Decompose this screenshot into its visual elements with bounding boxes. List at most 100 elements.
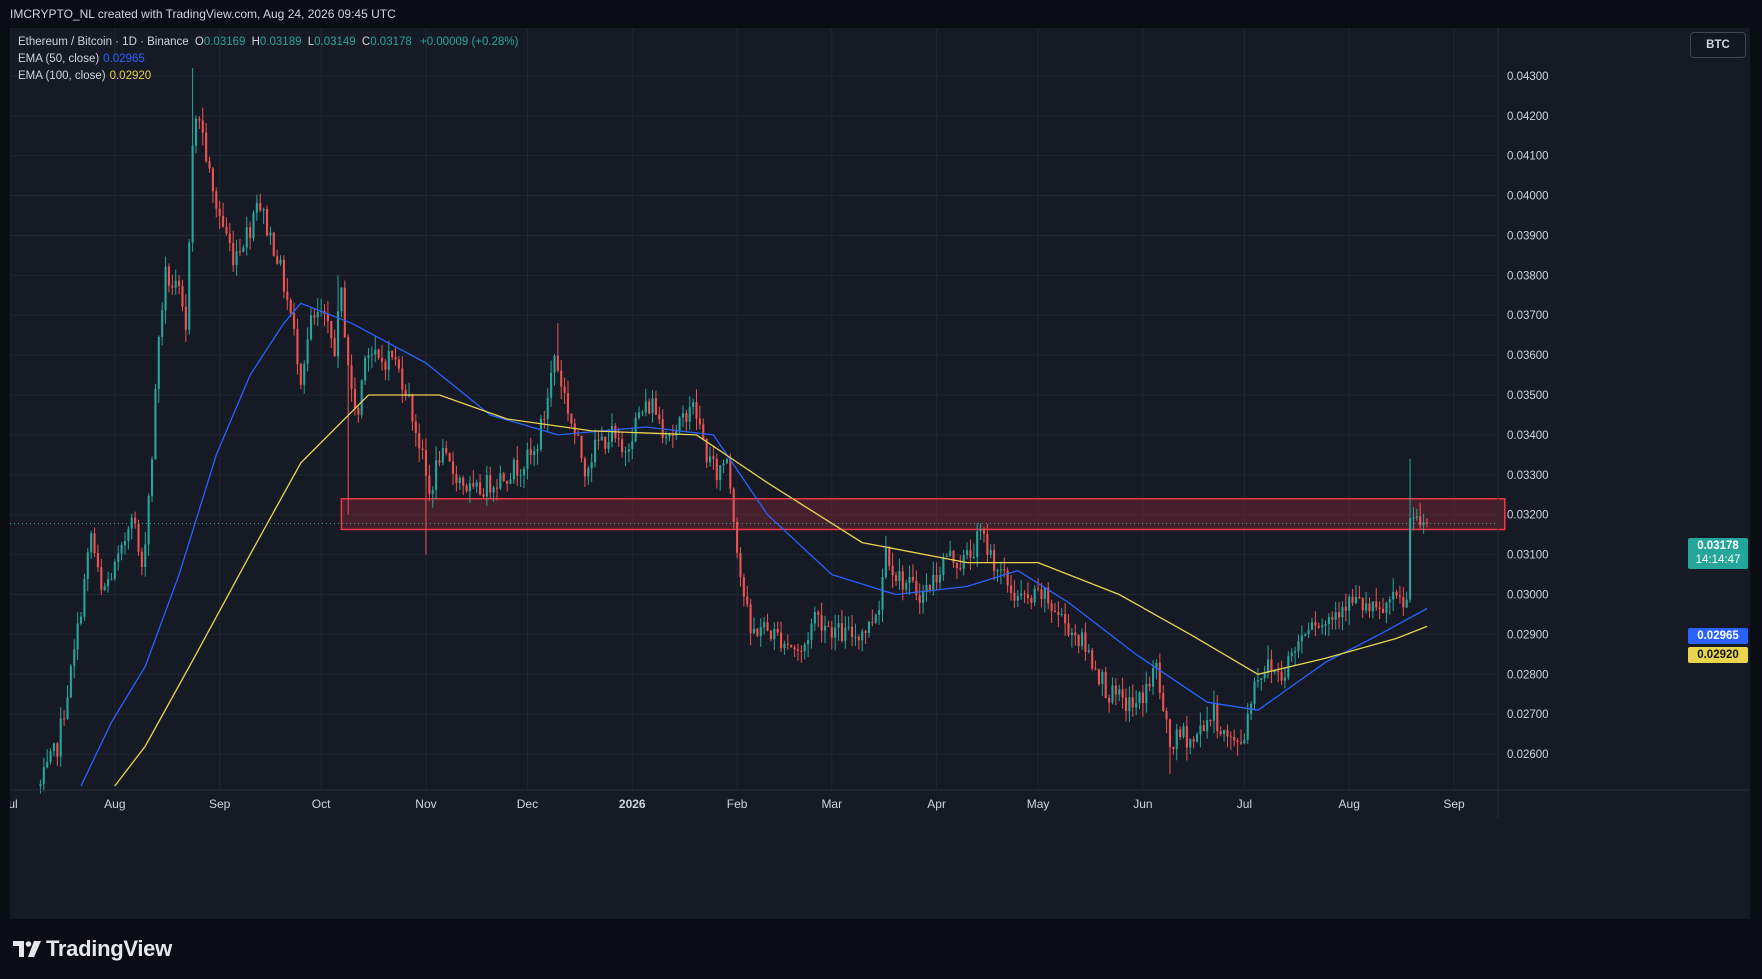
- candle-body: [1165, 711, 1168, 720]
- candle-body: [631, 441, 634, 449]
- candle-body: [198, 118, 201, 121]
- candle-body: [377, 349, 380, 358]
- candle-body: [810, 623, 813, 640]
- candle-body: [134, 517, 137, 524]
- candle-body: [996, 570, 999, 572]
- candle-body: [127, 528, 130, 541]
- candle-body: [580, 435, 583, 459]
- candle-body: [1067, 623, 1070, 636]
- candle-body: [949, 550, 952, 556]
- candle-body: [1365, 603, 1368, 611]
- candle-body: [414, 421, 417, 433]
- candle-body: [282, 259, 285, 292]
- candle-body: [624, 451, 627, 453]
- candle-body: [522, 468, 526, 476]
- y-tick-label: 0.04200: [1507, 111, 1549, 123]
- candle-body: [411, 395, 414, 422]
- y-tick-label: 0.03200: [1507, 510, 1549, 522]
- candle-body: [1212, 703, 1215, 721]
- candle-body: [232, 243, 235, 266]
- candle-body: [499, 473, 502, 489]
- candle-body: [1192, 739, 1195, 742]
- candle-body: [756, 628, 759, 636]
- candle-body: [617, 438, 620, 440]
- candle-body: [546, 397, 549, 419]
- candle-body: [1104, 671, 1107, 698]
- candle-body: [1297, 641, 1300, 652]
- candle-body: [597, 439, 600, 441]
- candle-body: [1189, 739, 1192, 748]
- candle-body: [1321, 625, 1324, 628]
- candle-body: [120, 545, 123, 554]
- candle-body: [898, 571, 901, 582]
- candle-body: [184, 306, 187, 330]
- candle-body: [1043, 587, 1046, 599]
- candle-body: [489, 475, 492, 493]
- ema100-price-tag: 0.02920: [1688, 647, 1748, 663]
- candle-body: [905, 582, 908, 590]
- candle-body: [891, 565, 894, 576]
- ema50-line: [80, 302, 1428, 787]
- ema50-row[interactable]: EMA (50, close) 0.02965: [18, 51, 518, 68]
- candle-body: [502, 473, 505, 481]
- candle-body: [215, 191, 218, 209]
- candle-body: [1033, 588, 1036, 603]
- symbol-title[interactable]: Ethereum / Bitcoin · 1D · Binance: [18, 36, 189, 48]
- candle-body: [492, 487, 495, 493]
- candle-body: [1233, 736, 1236, 741]
- x-tick-label: Nov: [415, 797, 436, 811]
- candle-body: [861, 631, 864, 641]
- candle-body: [539, 418, 542, 450]
- candle-body: [884, 546, 887, 578]
- y-tick-label: 0.03000: [1507, 590, 1549, 602]
- candle-body: [1179, 729, 1182, 737]
- y-tick-label: 0.03400: [1507, 430, 1549, 442]
- tradingview-wordmark: TradingView: [46, 936, 172, 961]
- candle-body: [174, 280, 177, 288]
- candle-body: [468, 483, 471, 492]
- low-value: 0.03149: [314, 36, 356, 48]
- candle-body: [391, 350, 394, 358]
- currency-unit-button[interactable]: BTC: [1690, 32, 1746, 58]
- candle-body: [1111, 685, 1114, 703]
- candle-body: [1375, 601, 1378, 608]
- candle-body: [96, 552, 99, 568]
- candle-body: [1175, 729, 1178, 750]
- candle-body: [1148, 683, 1151, 687]
- candle-body: [543, 418, 546, 420]
- candle-body: [150, 459, 154, 496]
- candle-body: [228, 233, 231, 244]
- ema100-row[interactable]: EMA (100, close) 0.02920: [18, 68, 518, 85]
- candle-body: [49, 751, 52, 762]
- candle-body: [834, 627, 837, 638]
- candle-body: [796, 649, 800, 651]
- chart-frame[interactable]: 0.02600 0.02700 0.02800 0.02900 0.03000 0.031…: [10, 28, 1750, 919]
- candle-body: [1331, 617, 1334, 620]
- candle-body: [594, 439, 597, 463]
- candle-body: [911, 576, 914, 581]
- candle-body: [482, 494, 485, 497]
- candle-body: [46, 761, 49, 768]
- candle-body: [566, 393, 570, 414]
- candle-body: [137, 523, 140, 552]
- candle-body: [79, 616, 83, 624]
- x-tick-label: Jul: [10, 797, 18, 811]
- candle-body: [1344, 606, 1347, 611]
- tradingview-branding[interactable]: TradingView: [12, 935, 172, 963]
- resistance-zone: [340, 498, 1506, 531]
- candle-body: [864, 631, 867, 633]
- candle-body: [272, 232, 275, 257]
- candle-body: [123, 540, 127, 546]
- candle-body: [178, 280, 181, 287]
- change-value: +0.00009 (+0.28%): [419, 36, 519, 48]
- candle-body: [878, 609, 881, 615]
- candle-body: [69, 666, 72, 698]
- candle-body: [1152, 668, 1155, 687]
- price-chart[interactable]: 0.02600 0.02700 0.02800 0.02900 0.03000 0.031…: [10, 28, 1750, 919]
- candle-body: [252, 212, 255, 239]
- candle-body: [702, 424, 705, 439]
- candle-body: [1064, 614, 1067, 624]
- candle-body: [665, 436, 668, 438]
- candle-body: [188, 242, 191, 330]
- candle-body: [621, 439, 624, 453]
